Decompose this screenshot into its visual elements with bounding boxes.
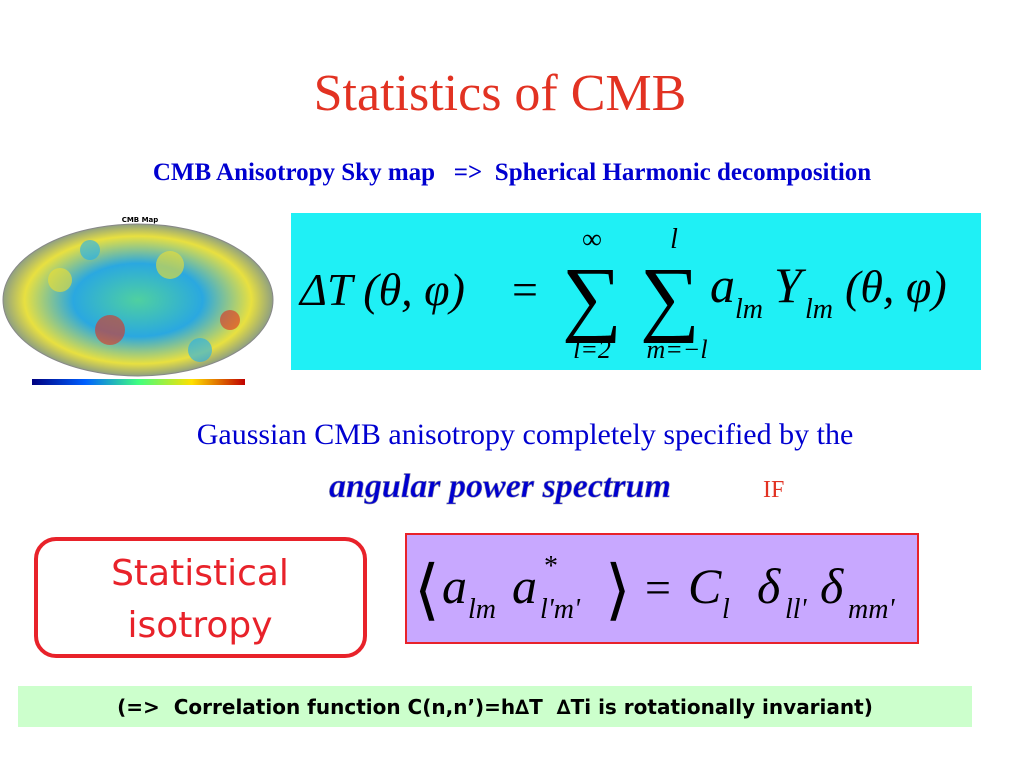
isotropy-line: Statistical bbox=[111, 553, 289, 594]
subscript: lm bbox=[805, 294, 833, 325]
coefficient: a bbox=[512, 558, 537, 614]
subscript: lm bbox=[735, 294, 763, 325]
coefficient: a bbox=[710, 257, 735, 313]
bracket: ⟨ bbox=[414, 554, 440, 627]
isotropy-box bbox=[34, 537, 367, 658]
subscript: l bbox=[722, 594, 730, 625]
sky-map bbox=[2, 223, 274, 377]
map-label: CMB Map bbox=[122, 216, 159, 224]
coefficient: a bbox=[442, 558, 467, 614]
equation-box bbox=[291, 213, 981, 370]
sum-upper: ∞ bbox=[582, 224, 602, 255]
spectrum: C bbox=[688, 558, 722, 614]
sum-symbol: ∑ bbox=[562, 251, 622, 344]
title: Statistics of CMB bbox=[314, 65, 687, 122]
footer: (=> Correlation function C(n,n’)=h∆T ∆Ti… bbox=[117, 695, 873, 719]
subscript: mm' bbox=[848, 594, 895, 625]
equation-equals: = bbox=[645, 562, 671, 613]
subscript: l'm' bbox=[540, 594, 581, 625]
isotropy-line: isotropy bbox=[127, 605, 272, 646]
delta: δ bbox=[820, 558, 844, 614]
subtitle: CMB Anisotropy Sky map => Spherical Harm… bbox=[153, 159, 871, 186]
emphasis: angular power spectrum bbox=[329, 468, 671, 505]
sum-lower: m=−l bbox=[646, 335, 707, 364]
arguments: (θ, φ) bbox=[845, 261, 947, 312]
footer-box bbox=[18, 686, 972, 727]
sum-symbol: ∑ bbox=[640, 251, 700, 344]
bracket: ⟩ bbox=[605, 554, 631, 627]
sum-lower: l=2 bbox=[573, 335, 611, 364]
harmonic: Y bbox=[774, 257, 807, 313]
subscript: lm bbox=[468, 594, 496, 625]
sum-upper: l bbox=[670, 224, 678, 255]
delta: δ bbox=[757, 558, 781, 614]
superscript: * bbox=[544, 551, 558, 582]
equation-equals: = bbox=[512, 264, 538, 315]
equation-lhs: ΔT (θ, φ) bbox=[298, 264, 465, 315]
subscript: ll' bbox=[785, 594, 808, 625]
color-bar bbox=[32, 379, 245, 385]
sky-map-spots bbox=[48, 240, 240, 362]
equation-box bbox=[405, 533, 919, 644]
condition: IF bbox=[763, 477, 784, 503]
statement: Gaussian CMB anisotropy completely speci… bbox=[197, 418, 854, 451]
